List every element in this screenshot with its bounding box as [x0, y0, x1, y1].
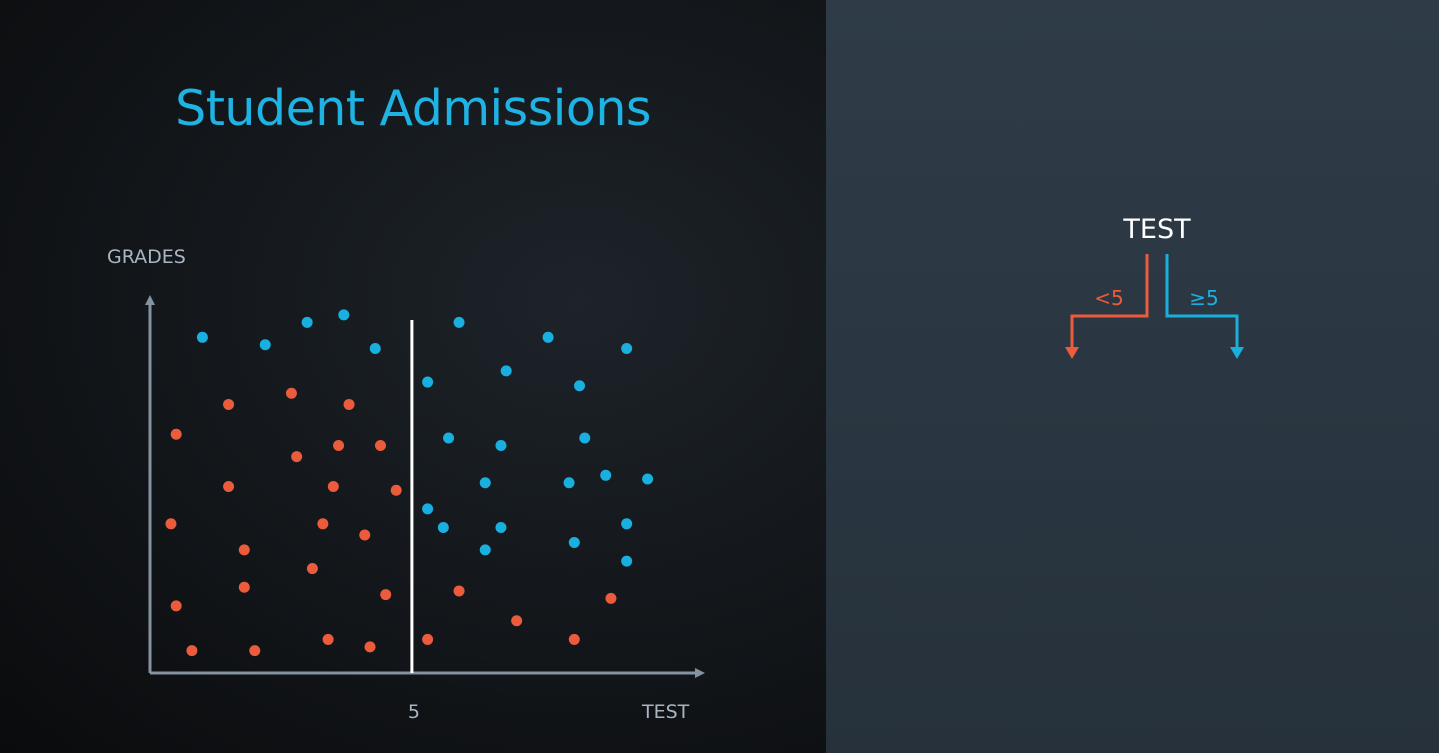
- left-branch-label: <5: [1094, 286, 1123, 310]
- accepted-point-7: [542, 331, 554, 343]
- rejected-point-10: [390, 484, 402, 496]
- right-branch-arrowhead: [1230, 347, 1244, 359]
- accepted-point-21: [495, 522, 507, 534]
- accepted-point-9: [422, 376, 434, 388]
- left-branch-arrowhead: [1065, 347, 1079, 359]
- rejected-point-8: [223, 481, 235, 492]
- accepted-point-3: [301, 316, 313, 328]
- scatter-chart: GRADES TEST 5: [107, 246, 705, 723]
- rejected-point-15: [306, 563, 318, 575]
- accepted-point-1: [196, 331, 208, 343]
- rejected-point-17: [380, 589, 392, 601]
- rejected-point-27: [605, 592, 617, 604]
- data-points: [165, 309, 654, 657]
- accepted-point-25: [621, 555, 633, 567]
- rejected-point-26: [568, 633, 580, 645]
- accepted-point-15: [479, 477, 491, 489]
- accepted-point-22: [621, 518, 633, 530]
- accepted-point-4: [338, 309, 350, 321]
- accepted-point-10: [500, 365, 512, 377]
- rejected-point-18: [170, 600, 182, 612]
- rejected-point-22: [364, 641, 376, 653]
- rejected-point-7: [374, 439, 386, 451]
- rejected-point-14: [238, 544, 250, 556]
- rejected-point-2: [223, 398, 235, 410]
- accepted-point-2: [259, 339, 271, 351]
- accepted-point-12: [443, 432, 455, 444]
- accepted-point-19: [422, 503, 434, 515]
- accepted-point-23: [479, 544, 491, 556]
- accepted-point-14: [579, 432, 591, 444]
- accepted-point-11: [574, 380, 586, 392]
- rejected-point-25: [511, 615, 523, 627]
- accepted-point-8: [621, 342, 633, 354]
- accepted-point-13: [495, 439, 507, 451]
- split-tick-label: 5: [408, 701, 420, 723]
- rejected-point-19: [186, 645, 198, 657]
- accepted-point-20: [437, 522, 449, 534]
- rejected-point-6: [333, 439, 345, 451]
- accepted-point-16: [563, 477, 575, 489]
- left-branch-arrow: [1070, 254, 1149, 349]
- accepted-point-17: [600, 469, 612, 481]
- rejected-point-12: [317, 518, 329, 530]
- rejected-point-23: [422, 633, 434, 645]
- rejected-point-3: [285, 387, 297, 399]
- decision-tree: TEST <5 ≥5: [1065, 214, 1244, 359]
- accepted-point-5: [369, 342, 381, 354]
- accepted-point-18: [642, 473, 654, 485]
- rejected-point-1: [170, 428, 182, 440]
- y-axis-label: GRADES: [107, 246, 186, 268]
- tree-root-label: TEST: [1122, 214, 1191, 245]
- rejected-point-20: [249, 645, 261, 657]
- accepted-point-24: [568, 536, 580, 548]
- x-axis-label: TEST: [641, 701, 690, 723]
- right-branch-label: ≥5: [1189, 286, 1218, 310]
- right-branch-arrow: [1165, 254, 1239, 349]
- rejected-point-13: [359, 529, 371, 541]
- accepted-point-6: [453, 316, 465, 328]
- page-title: Student Admissions: [175, 80, 651, 137]
- rejected-point-9: [327, 481, 339, 492]
- rejected-point-24: [453, 585, 465, 597]
- rejected-point-21: [322, 633, 334, 645]
- rejected-point-5: [291, 451, 303, 463]
- decision-tree-panel: [826, 0, 1439, 753]
- rejected-point-16: [238, 581, 250, 593]
- rejected-point-11: [165, 518, 177, 530]
- rejected-point-4: [343, 398, 355, 410]
